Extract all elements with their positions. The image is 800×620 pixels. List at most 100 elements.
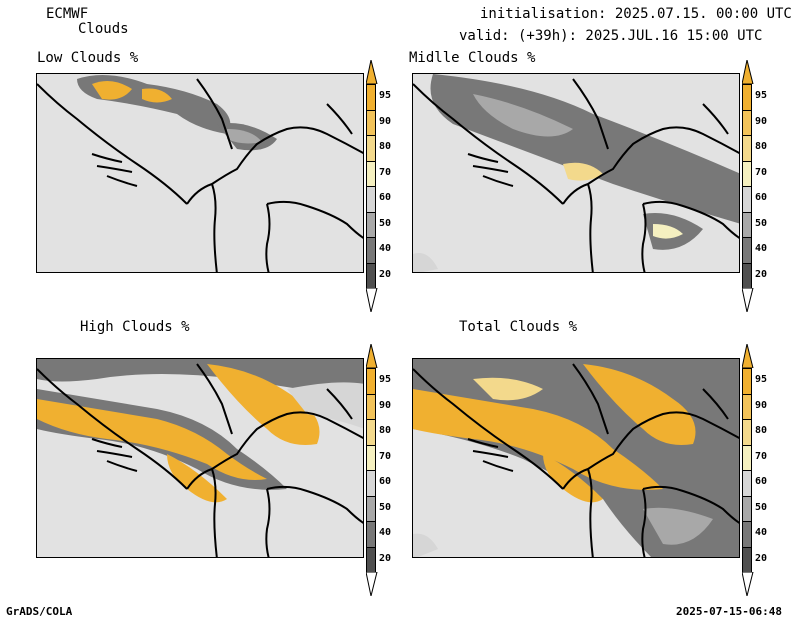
colorbar-level-label: 20 bbox=[755, 268, 768, 280]
colorbar-bottom-arrow bbox=[366, 288, 378, 312]
colorbar-cell bbox=[742, 109, 752, 136]
colorbar-top-left: 95 90 80 70 60 50 40 20 bbox=[366, 60, 406, 312]
colorbar-cell bbox=[366, 470, 376, 497]
colorbar-cell bbox=[366, 160, 376, 187]
colorbar-level-label: 60 bbox=[755, 192, 768, 203]
colorbar-level-label: 80 bbox=[379, 425, 392, 436]
colorbar-level-label: 90 bbox=[379, 115, 392, 127]
colorbar-cell bbox=[366, 135, 376, 162]
colorbar-cell bbox=[366, 444, 376, 471]
colorbar-cell bbox=[742, 546, 752, 573]
colorbar-cell bbox=[366, 262, 376, 289]
borders bbox=[413, 363, 739, 557]
colorbar-cell bbox=[742, 393, 752, 420]
colorbar-level-label: 20 bbox=[379, 268, 392, 280]
colorbar-level-label: 80 bbox=[755, 141, 768, 152]
colorbar-cell bbox=[366, 84, 376, 111]
borders bbox=[37, 78, 363, 272]
colorbar-cell bbox=[742, 368, 752, 395]
colorbar-cell bbox=[742, 186, 752, 213]
init-time: initialisation: 2025.07.15. 00:00 UTC bbox=[480, 6, 792, 22]
colorbar-cell bbox=[742, 135, 752, 162]
colorbar-cell bbox=[366, 521, 376, 548]
cloud-fields bbox=[413, 359, 739, 557]
colorbar-cell bbox=[742, 237, 752, 264]
colorbar-level-label: 50 bbox=[755, 501, 768, 513]
high-clouds-map bbox=[36, 358, 364, 558]
colorbar-cell bbox=[742, 84, 752, 111]
colorbar-level-label: 95 bbox=[755, 374, 768, 385]
colorbar-bottom-arrow bbox=[742, 572, 754, 596]
borders bbox=[37, 363, 363, 557]
colorbar-level-label: 60 bbox=[755, 476, 768, 487]
colorbar-level-label: 80 bbox=[379, 141, 392, 152]
colorbar-top-arrow bbox=[742, 344, 754, 368]
colorbar-level-label: 95 bbox=[379, 90, 392, 101]
footer-timestamp: 2025-07-15-06:48 bbox=[676, 605, 782, 618]
colorbar-bottom-arrow bbox=[742, 288, 754, 312]
colorbar-top-right: 95 90 80 70 60 50 40 20 bbox=[742, 60, 782, 312]
panel-title-middle: Midlle Clouds % bbox=[409, 50, 536, 66]
colorbar-cell bbox=[742, 444, 752, 471]
colorbar-level-label: 80 bbox=[755, 425, 768, 436]
islands bbox=[91, 153, 138, 187]
cloud-fields bbox=[413, 74, 739, 272]
colorbar-level-label: 90 bbox=[755, 115, 768, 127]
colorbar-bottom-left: 95 90 80 70 60 50 40 20 bbox=[366, 344, 406, 596]
colorbar-top-arrow bbox=[366, 344, 378, 368]
colorbar-cell bbox=[742, 495, 752, 522]
cloud-fields bbox=[37, 359, 363, 503]
colorbar-level-label: 70 bbox=[755, 166, 768, 178]
parameter-label: Clouds bbox=[78, 21, 129, 37]
colorbar-cell bbox=[742, 160, 752, 187]
colorbar-level-label: 50 bbox=[755, 217, 768, 229]
colorbar-level-label: 60 bbox=[379, 192, 392, 203]
total-clouds-map bbox=[412, 358, 740, 558]
colorbar-level-label: 50 bbox=[379, 501, 392, 513]
colorbar-level-label: 70 bbox=[755, 450, 768, 462]
islands bbox=[467, 438, 514, 472]
colorbar-level-label: 60 bbox=[379, 476, 392, 487]
model-label: ECMWF bbox=[46, 6, 89, 22]
colorbar-level-label: 70 bbox=[379, 450, 392, 462]
colorbar-level-label: 20 bbox=[755, 552, 768, 564]
valid-time: valid: (+39h): 2025.JUL.16 15:00 UTC bbox=[459, 28, 763, 44]
panel-title-high: High Clouds % bbox=[80, 319, 190, 335]
colorbar-cell bbox=[742, 262, 752, 289]
colorbar-cell bbox=[366, 393, 376, 420]
middle-clouds-map bbox=[412, 73, 740, 273]
colorbar-cell bbox=[742, 521, 752, 548]
colorbar-top-arrow bbox=[742, 60, 754, 84]
colorbar-level-label: 20 bbox=[379, 552, 392, 564]
panel-title-total: Total Clouds % bbox=[459, 319, 578, 335]
colorbar-level-label: 95 bbox=[379, 374, 392, 385]
colorbar-cell bbox=[366, 546, 376, 573]
colorbar-level-label: 40 bbox=[379, 243, 392, 254]
colorbar-level-label: 40 bbox=[379, 527, 392, 538]
colorbar-bottom-right: 95 90 80 70 60 50 40 20 bbox=[742, 344, 782, 596]
colorbar-cell bbox=[742, 470, 752, 497]
colorbar-cell bbox=[366, 186, 376, 213]
colorbar-cell bbox=[366, 109, 376, 136]
colorbar-level-label: 90 bbox=[379, 399, 392, 411]
colorbar-bottom-arrow bbox=[366, 572, 378, 596]
colorbar-cell bbox=[366, 211, 376, 238]
footer-credit: GrADS/COLA bbox=[6, 605, 73, 618]
borders bbox=[413, 78, 739, 272]
colorbar-cell bbox=[366, 495, 376, 522]
colorbar-cell bbox=[366, 237, 376, 264]
colorbar-level-label: 40 bbox=[755, 243, 768, 254]
colorbar-cell bbox=[742, 211, 752, 238]
colorbar-cell bbox=[742, 419, 752, 446]
colorbar-top-arrow bbox=[366, 60, 378, 84]
cloud-fields bbox=[77, 75, 277, 151]
islands bbox=[91, 438, 138, 472]
colorbar-level-label: 50 bbox=[379, 217, 392, 229]
colorbar-level-label: 40 bbox=[755, 527, 768, 538]
colorbar-level-label: 70 bbox=[379, 166, 392, 178]
colorbar-cell bbox=[366, 368, 376, 395]
islands bbox=[467, 153, 514, 187]
colorbar-level-label: 90 bbox=[755, 399, 768, 411]
low-clouds-map bbox=[36, 73, 364, 273]
panel-title-low: Low Clouds % bbox=[37, 50, 139, 66]
